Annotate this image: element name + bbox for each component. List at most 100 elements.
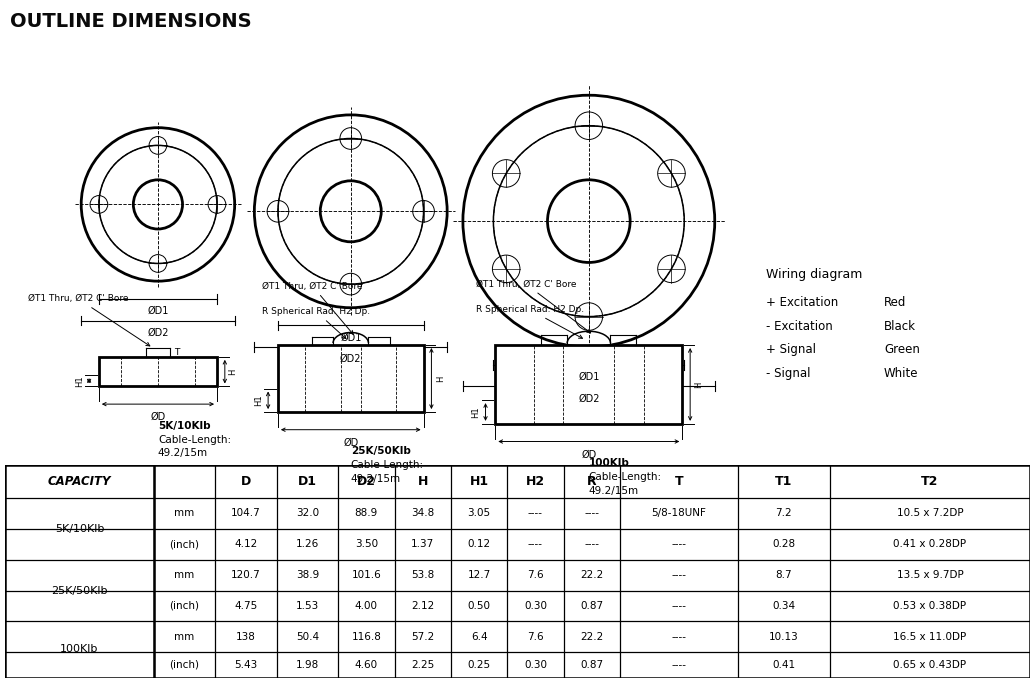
- Text: 0.28: 0.28: [772, 539, 796, 549]
- Text: Cable-Length:: Cable-Length:: [158, 435, 231, 445]
- Text: 49.2/15m: 49.2/15m: [589, 485, 639, 496]
- Text: 104.7: 104.7: [231, 509, 261, 519]
- Text: ØT1 Thru, ØT2 C' Bore: ØT1 Thru, ØT2 C' Bore: [476, 280, 591, 333]
- Bar: [278, 345, 423, 412]
- Text: (inch): (inch): [170, 539, 200, 549]
- Text: 34.8: 34.8: [411, 509, 435, 519]
- Text: T1: T1: [775, 475, 793, 488]
- Text: 1.53: 1.53: [296, 601, 319, 611]
- Text: 5K/10Klb: 5K/10Klb: [158, 421, 210, 431]
- Text: 4.75: 4.75: [234, 601, 258, 611]
- Text: D2: D2: [357, 475, 376, 488]
- Text: 50.4: 50.4: [296, 631, 319, 642]
- Text: 25K/50Klb: 25K/50Klb: [351, 446, 411, 456]
- Text: 7.2: 7.2: [775, 509, 792, 519]
- Text: ----: ----: [672, 539, 686, 549]
- Text: 138: 138: [236, 631, 256, 642]
- Text: H1: H1: [471, 406, 480, 418]
- Text: H: H: [417, 475, 427, 488]
- Text: T2: T2: [921, 475, 939, 488]
- Text: 8.7: 8.7: [775, 570, 792, 580]
- Text: H1: H1: [254, 394, 263, 406]
- Text: ----: ----: [528, 539, 543, 549]
- Text: 49.2/15m: 49.2/15m: [158, 448, 208, 458]
- Text: 4.12: 4.12: [234, 539, 258, 549]
- Text: 116.8: 116.8: [352, 631, 381, 642]
- Text: 0.12: 0.12: [468, 539, 491, 549]
- Text: 10.5 x 7.2DP: 10.5 x 7.2DP: [896, 509, 964, 519]
- Text: 0.50: 0.50: [468, 601, 491, 611]
- Text: CAPACITY: CAPACITY: [48, 475, 111, 488]
- Text: H: H: [694, 382, 704, 388]
- Text: - Excitation: - Excitation: [766, 320, 832, 333]
- Text: ----: ----: [585, 509, 599, 519]
- Text: 1.37: 1.37: [411, 539, 435, 549]
- Text: (inch): (inch): [170, 601, 200, 611]
- Text: 38.9: 38.9: [296, 570, 319, 580]
- Text: Wiring diagram: Wiring diagram: [766, 268, 862, 281]
- Text: Red: Red: [884, 296, 907, 309]
- Text: White: White: [884, 367, 918, 380]
- Text: + Signal: + Signal: [766, 343, 816, 356]
- Text: ----: ----: [672, 601, 686, 611]
- Text: 0.41 x 0.28DP: 0.41 x 0.28DP: [893, 539, 967, 549]
- Text: ØD2: ØD2: [147, 327, 169, 337]
- Text: 0.65 x 0.43DP: 0.65 x 0.43DP: [893, 660, 967, 670]
- Text: ØD1: ØD1: [147, 306, 169, 316]
- Text: ØD: ØD: [150, 412, 166, 422]
- Text: mm: mm: [174, 631, 195, 642]
- Text: 4.00: 4.00: [355, 601, 378, 611]
- Text: T: T: [174, 348, 179, 357]
- Text: 101.6: 101.6: [352, 570, 381, 580]
- Text: 0.25: 0.25: [468, 660, 491, 670]
- Text: D: D: [241, 475, 252, 488]
- Text: 7.6: 7.6: [527, 570, 543, 580]
- Text: 10.13: 10.13: [769, 631, 799, 642]
- Text: 5/8-18UNF: 5/8-18UNF: [651, 509, 706, 519]
- Text: 4.60: 4.60: [355, 660, 378, 670]
- Text: 120.7: 120.7: [231, 570, 261, 580]
- Text: H1: H1: [75, 375, 84, 386]
- Text: 2.25: 2.25: [411, 660, 435, 670]
- Text: 22.2: 22.2: [581, 631, 603, 642]
- Text: 0.30: 0.30: [524, 660, 546, 670]
- Text: ----: ----: [672, 660, 686, 670]
- Text: 0.87: 0.87: [581, 601, 603, 611]
- Text: Black: Black: [884, 320, 916, 333]
- Text: 32.0: 32.0: [296, 509, 319, 519]
- Text: ØD: ØD: [582, 449, 596, 460]
- Text: ----: ----: [528, 509, 543, 519]
- Text: ØT1 Thru, ØT2 C' Bore: ØT1 Thru, ØT2 C' Bore: [262, 282, 362, 334]
- Text: ØT1 Thru, ØT2 C' Bore: ØT1 Thru, ØT2 C' Bore: [28, 295, 150, 346]
- Text: R: R: [587, 475, 596, 488]
- Text: ----: ----: [672, 570, 686, 580]
- Bar: [99, 357, 217, 386]
- Text: ØD: ØD: [344, 437, 358, 447]
- Text: 25K/50Klb: 25K/50Klb: [51, 585, 108, 595]
- Text: 0.34: 0.34: [772, 601, 796, 611]
- Text: 0.87: 0.87: [581, 660, 603, 670]
- Text: mm: mm: [174, 509, 195, 519]
- Text: (inch): (inch): [170, 660, 200, 670]
- Text: - Signal: - Signal: [766, 367, 810, 380]
- Text: 22.2: 22.2: [581, 570, 603, 580]
- Text: 5.43: 5.43: [234, 660, 258, 670]
- Text: Green: Green: [884, 343, 920, 356]
- Text: 6.4: 6.4: [471, 631, 487, 642]
- Text: 12.7: 12.7: [468, 570, 491, 580]
- Text: Cable-Length:: Cable-Length:: [589, 472, 662, 482]
- Text: 100Klb: 100Klb: [60, 644, 98, 655]
- Text: + Excitation: + Excitation: [766, 296, 838, 309]
- Text: 49.2/15m: 49.2/15m: [351, 474, 401, 484]
- Text: ØD2: ØD2: [341, 354, 361, 364]
- Text: 57.2: 57.2: [411, 631, 435, 642]
- Text: 0.30: 0.30: [524, 601, 546, 611]
- Text: ----: ----: [672, 631, 686, 642]
- Text: Cable-Length:: Cable-Length:: [351, 460, 424, 470]
- Bar: [496, 345, 682, 424]
- Text: H2: H2: [526, 475, 545, 488]
- Text: ØD2: ØD2: [579, 393, 599, 403]
- Text: 100Klb: 100Klb: [589, 458, 629, 469]
- Text: T: T: [675, 475, 683, 488]
- Text: 13.5 x 9.7DP: 13.5 x 9.7DP: [896, 570, 964, 580]
